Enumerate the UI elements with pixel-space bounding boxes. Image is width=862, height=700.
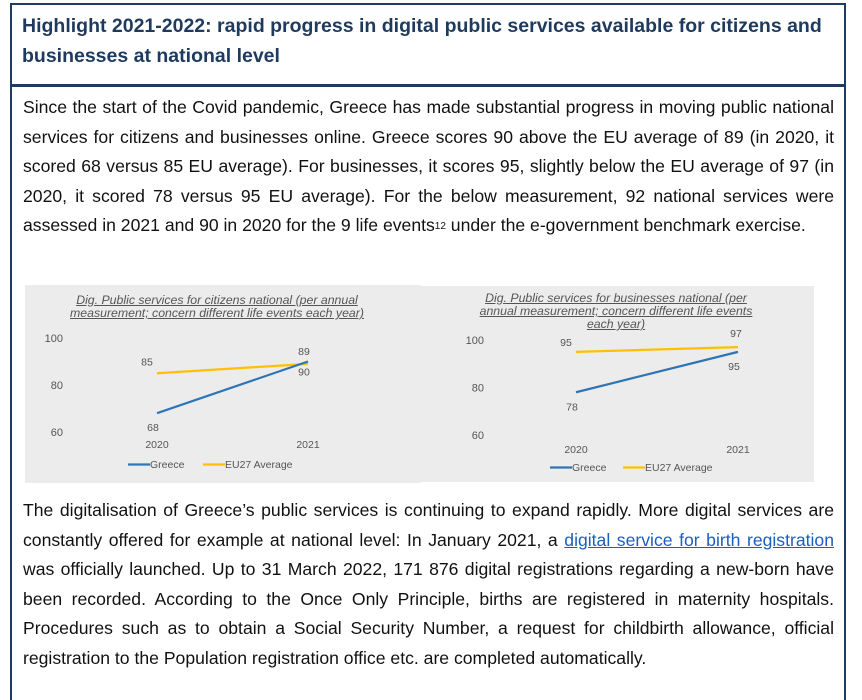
y-tick-label: 60: [472, 430, 484, 442]
legend-label: EU27 Average: [225, 459, 293, 471]
highlight-header: Highlight 2021-2022: rapid progress in d…: [12, 5, 844, 87]
detail-text: The digitalisation of Greece’s public se…: [23, 500, 834, 550]
chart-title: Dig. Public services for citizens nation…: [70, 293, 364, 320]
data-label: 78: [566, 401, 578, 413]
businesses-services-chart: 100 80 60 2020 2021 78 95 95 97 Greece EU27 Averag…: [418, 286, 814, 482]
y-tick-label: 100: [45, 333, 63, 345]
legend-label: Greece: [572, 462, 607, 474]
y-tick-label: 80: [51, 380, 63, 392]
x-tick-label: 2021: [726, 444, 750, 456]
legend-label: EU27 Average: [645, 462, 713, 474]
detail-text-end: was officially launched. Up to 31 March …: [23, 559, 834, 668]
legend-label: Greece: [150, 459, 185, 471]
businesses-chart-svg: 100 80 60 2020 2021 78 95 95 97 Greece EU27 Averag…: [466, 328, 750, 474]
data-label: 95: [728, 361, 740, 373]
data-label: 68: [147, 422, 159, 434]
y-tick-label: 80: [472, 383, 484, 395]
detail-paragraph: The digitalisation of Greece’s public se…: [23, 496, 834, 673]
y-tick-label: 100: [466, 335, 484, 347]
data-label: 85: [141, 356, 153, 368]
data-label: 90: [298, 367, 310, 379]
intro-text: Since the start of the Covid pandemic, G…: [23, 97, 834, 235]
footnote-ref[interactable]: 12: [434, 221, 446, 232]
y-tick-label: 60: [51, 427, 63, 439]
greece-series-line: [156, 360, 309, 415]
greece-series-line: [575, 350, 739, 394]
highlight-box: Highlight 2021-2022: rapid progress in d…: [10, 3, 846, 700]
data-label: 97: [730, 328, 742, 340]
chart-title: Dig. Public services for businesses nati…: [479, 291, 753, 331]
x-tick-label: 2020: [145, 439, 169, 451]
x-tick-label: 2020: [564, 444, 588, 456]
eu27-series-line: [156, 362, 309, 375]
x-tick-label: 2021: [296, 439, 320, 451]
citizens-services-chart: 100 80 60 2020 2021 68 90 85 89 Greece EU27 Averag…: [25, 285, 421, 483]
birth-registration-link[interactable]: digital service for birth registration: [564, 529, 834, 550]
intro-paragraph: Since the start of the Covid pandemic, G…: [23, 93, 834, 241]
eu27-series-line: [575, 346, 739, 353]
highlight-title: Highlight 2021-2022: rapid progress in d…: [22, 15, 822, 67]
data-label: 95: [560, 337, 572, 349]
data-label: 89: [298, 346, 310, 358]
intro-text-end: under the e-government benchmark exercis…: [445, 215, 806, 235]
citizens-chart-svg: 100 80 60 2020 2021 68 90 85 89 Greece EU27 Averag…: [45, 333, 320, 471]
